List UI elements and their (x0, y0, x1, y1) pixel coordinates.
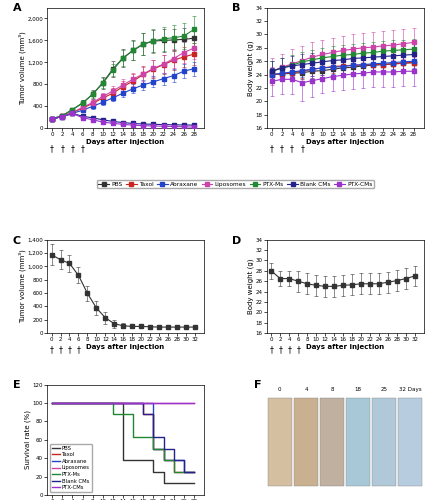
Text: C: C (12, 236, 21, 246)
Text: F: F (254, 380, 262, 390)
Text: †: † (59, 345, 62, 354)
Legend: PBS, Taxol, Abraxane, Liposomes, PTX-Ms, Blank CMs, PTX-CMs: PBS, Taxol, Abraxane, Liposomes, PTX-Ms,… (97, 180, 374, 188)
Text: †: † (270, 144, 274, 153)
Text: †: † (77, 345, 80, 354)
Text: 0: 0 (278, 388, 282, 392)
Y-axis label: Survival rate (%): Survival rate (%) (24, 410, 31, 470)
Text: †: † (80, 144, 84, 153)
X-axis label: Days after injection: Days after injection (86, 139, 165, 145)
X-axis label: Days after injection: Days after injection (306, 344, 384, 349)
FancyBboxPatch shape (346, 398, 370, 486)
Y-axis label: Body weight (g): Body weight (g) (248, 258, 254, 314)
FancyBboxPatch shape (372, 398, 396, 486)
Y-axis label: Body weight (g): Body weight (g) (248, 40, 254, 96)
Text: †: † (287, 345, 291, 354)
Text: †: † (60, 144, 64, 153)
Text: †: † (269, 345, 273, 354)
FancyBboxPatch shape (398, 398, 422, 486)
Text: †: † (290, 144, 294, 153)
Y-axis label: Tumor volume (mm³): Tumor volume (mm³) (18, 250, 26, 323)
Text: †: † (280, 144, 284, 153)
Text: A: A (12, 2, 21, 12)
Y-axis label: Tumor volume (mm³): Tumor volume (mm³) (18, 31, 26, 105)
Text: †: † (50, 345, 54, 354)
Text: E: E (12, 380, 20, 390)
Text: 32 Days: 32 Days (399, 388, 422, 392)
Text: †: † (68, 345, 71, 354)
FancyBboxPatch shape (320, 398, 344, 486)
Text: †: † (300, 144, 304, 153)
Text: †: † (296, 345, 300, 354)
FancyBboxPatch shape (294, 398, 318, 486)
Text: †: † (278, 345, 282, 354)
Text: B: B (232, 2, 241, 12)
Text: D: D (232, 236, 241, 246)
X-axis label: Days after injection: Days after injection (86, 344, 165, 349)
FancyBboxPatch shape (268, 398, 291, 486)
Text: †: † (50, 144, 54, 153)
Text: †: † (71, 144, 74, 153)
Text: 18: 18 (355, 388, 362, 392)
X-axis label: Days after injection: Days after injection (306, 139, 384, 145)
Legend: PBS, Taxol, Abraxane, Liposomes, PTX-Ms, Blank CMs, PTX-CMs: PBS, Taxol, Abraxane, Liposomes, PTX-Ms,… (50, 444, 92, 492)
Text: 8: 8 (330, 388, 334, 392)
Text: 25: 25 (381, 388, 388, 392)
Text: 4: 4 (304, 388, 308, 392)
